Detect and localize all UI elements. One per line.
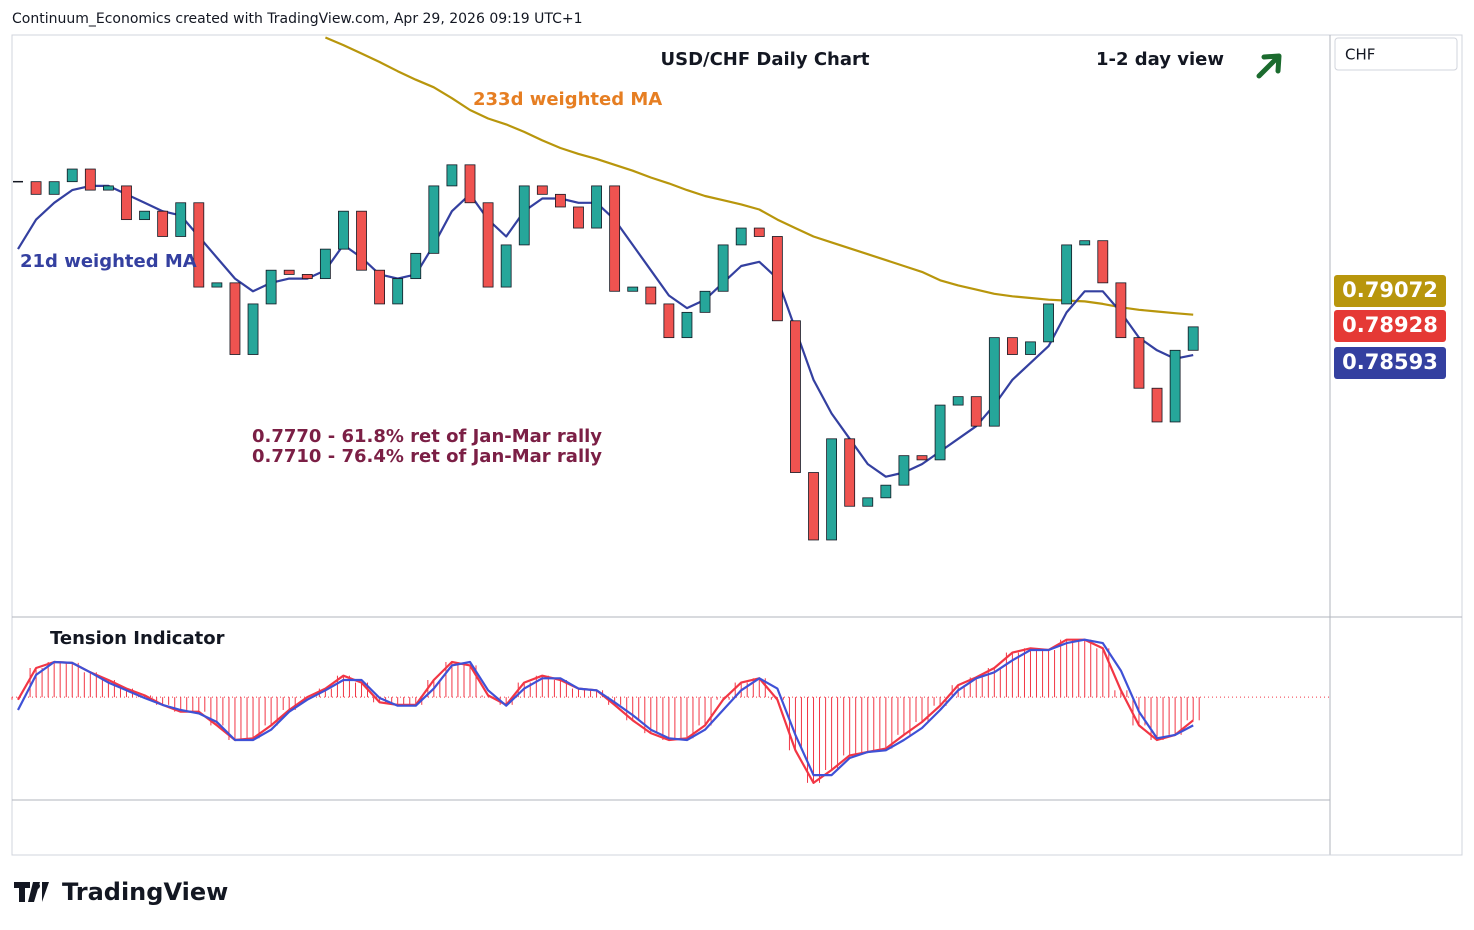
trend-arrow <box>1256 53 1282 79</box>
candle <box>1061 244 1073 305</box>
candle <box>175 202 187 237</box>
candle <box>1151 387 1163 423</box>
candle <box>482 202 494 288</box>
candle <box>157 210 169 237</box>
candle <box>211 282 223 288</box>
price-box <box>1334 310 1446 342</box>
candle <box>48 181 60 195</box>
view-label: 1-2 day view <box>1096 49 1224 70</box>
candle <box>790 320 801 473</box>
candle <box>880 484 892 499</box>
candle <box>1007 337 1018 355</box>
candle <box>392 278 404 305</box>
ma-21-label: 21d weighted MA <box>20 251 197 272</box>
header: Continuum_Economics created with Trading… <box>12 11 583 27</box>
candle <box>283 269 295 275</box>
candle <box>663 303 675 339</box>
candle <box>1187 326 1199 351</box>
candle <box>1025 341 1036 355</box>
candle <box>1097 240 1109 284</box>
price-box-label: 0.79072 <box>1342 278 1438 302</box>
marks <box>13 36 1199 541</box>
candle <box>844 438 856 507</box>
candle <box>645 286 657 305</box>
candle <box>410 252 422 280</box>
candle <box>193 202 205 288</box>
candle <box>699 290 711 313</box>
candle <box>374 269 386 305</box>
candle <box>229 282 241 355</box>
candle <box>66 168 78 183</box>
price-box-label: 0.78593 <box>1342 350 1438 374</box>
candle <box>591 185 602 229</box>
candle <box>518 185 530 246</box>
candle <box>428 185 440 254</box>
price-box <box>1334 275 1446 307</box>
candle <box>356 210 367 271</box>
candle <box>1133 337 1145 389</box>
candle <box>609 185 621 292</box>
candle <box>988 337 1000 427</box>
pane-title: Tension Indicator <box>50 628 225 649</box>
ma-233-label: 233d weighted MA <box>473 89 662 110</box>
candle <box>771 236 783 322</box>
candle <box>573 206 584 229</box>
candle <box>862 497 874 507</box>
candle <box>952 396 964 406</box>
candle <box>536 185 548 195</box>
ma-233 <box>324 36 1194 316</box>
chart-title: USD/CHF Daily Chart <box>660 49 869 70</box>
candle <box>1043 303 1054 343</box>
candle <box>934 404 946 461</box>
candle <box>808 472 819 541</box>
candle <box>103 185 114 191</box>
currency-box[interactable] <box>1334 37 1458 71</box>
annotation: 0.7770 - 61.8% ret of Jan-Mar rally <box>252 426 602 447</box>
candle <box>970 396 982 427</box>
candle <box>1169 349 1181 423</box>
price-box <box>1334 347 1446 379</box>
candle <box>555 193 566 208</box>
candle <box>265 269 277 305</box>
candle <box>301 274 313 280</box>
labels: 21d weighted MA 233d weighted MA 0.7770 - … <box>20 89 1446 467</box>
tension-pane <box>11 638 1330 784</box>
candle <box>139 210 150 221</box>
candle <box>916 455 928 461</box>
brand-logo <box>14 882 49 902</box>
candle <box>1079 240 1091 246</box>
candle <box>753 227 765 237</box>
tension-slow <box>17 638 1194 777</box>
currency: CHF <box>1345 46 1375 64</box>
candle <box>121 185 132 221</box>
candle <box>735 227 747 246</box>
candle <box>247 303 259 355</box>
candle <box>681 311 693 339</box>
price-box-label: 0.78928 <box>1342 313 1438 337</box>
candle <box>717 244 729 292</box>
candle <box>84 168 96 191</box>
candle <box>627 286 639 292</box>
candle <box>898 455 910 486</box>
annotation: 0.7710 - 76.4% ret of Jan-Mar rally <box>252 446 602 467</box>
candle <box>319 248 331 280</box>
candle <box>446 164 458 187</box>
candle <box>826 438 837 541</box>
candle <box>500 244 512 288</box>
candle <box>30 181 42 195</box>
candle <box>338 210 349 250</box>
brand: TradingView <box>62 878 228 906</box>
candle <box>464 164 476 204</box>
candle <box>1115 282 1127 339</box>
